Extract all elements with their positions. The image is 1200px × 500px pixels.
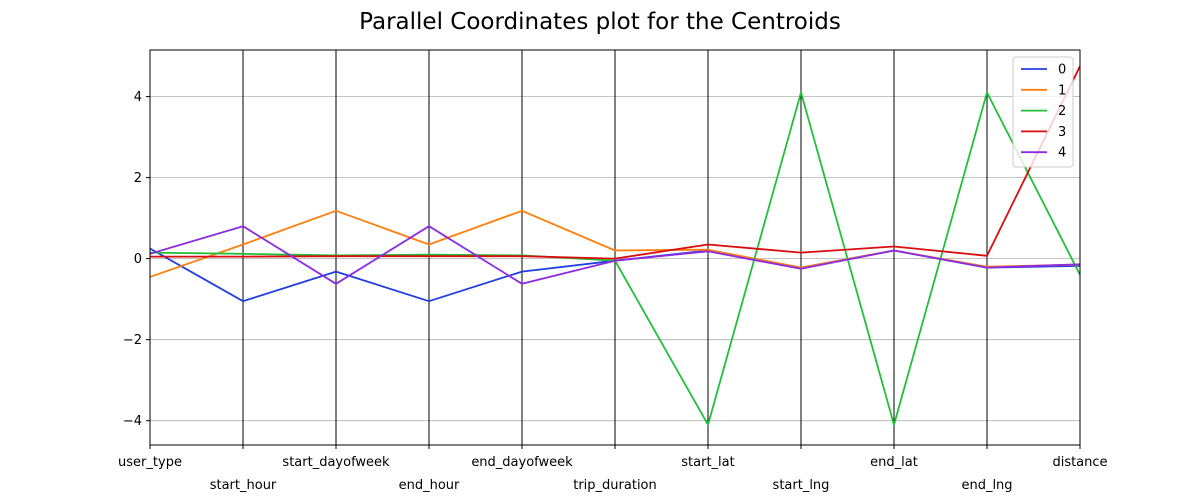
legend: 0 1 2 3 4 — [1012, 56, 1074, 168]
series-lines — [150, 65, 1080, 426]
category-axes — [149, 50, 1081, 445]
x-axis-labels: user_type start_hour start_dayofweek end_ho… — [118, 445, 1108, 493]
x-tick-label-end_hour: end_hour — [399, 478, 460, 493]
x-tick-label-end_dayofweek: end_dayofweek — [471, 455, 573, 470]
legend-label-0: 0 — [1058, 63, 1066, 78]
legend-label-3: 3 — [1058, 125, 1066, 140]
y-tick-label: 0 — [134, 252, 142, 267]
x-tick-label-trip_duration: trip_duration — [573, 478, 657, 493]
y-tick-label: 2 — [134, 171, 142, 186]
legend-label-4: 4 — [1058, 146, 1066, 161]
legend-box — [1012, 56, 1074, 168]
chart-title: Parallel Coordinates plot for the Centro… — [359, 9, 841, 35]
series-line-4 — [150, 225, 1080, 285]
y-axis-ticks: −4 −2 0 2 4 — [123, 90, 150, 429]
x-tick-label-start_lat: start_lat — [681, 455, 734, 470]
legend-label-1: 1 — [1058, 83, 1066, 98]
x-tick-label-end_lng: end_lng — [961, 478, 1012, 493]
y-tick-label: −2 — [123, 333, 142, 348]
legend-label-2: 2 — [1058, 104, 1066, 119]
x-tick-label-start_hour: start_hour — [210, 478, 277, 493]
y-tick-label: −4 — [123, 414, 142, 429]
series-line-3 — [150, 65, 1080, 260]
x-tick-label-user_type: user_type — [118, 455, 182, 470]
x-tick-label-start_dayofweek: start_dayofweek — [282, 455, 390, 470]
y-tick-label: 4 — [134, 90, 142, 105]
x-tick-label-distance: distance — [1052, 455, 1107, 470]
x-tick-label-start_lng: start_lng — [773, 478, 830, 493]
x-tick-label-end_lat: end_lat — [870, 455, 918, 470]
